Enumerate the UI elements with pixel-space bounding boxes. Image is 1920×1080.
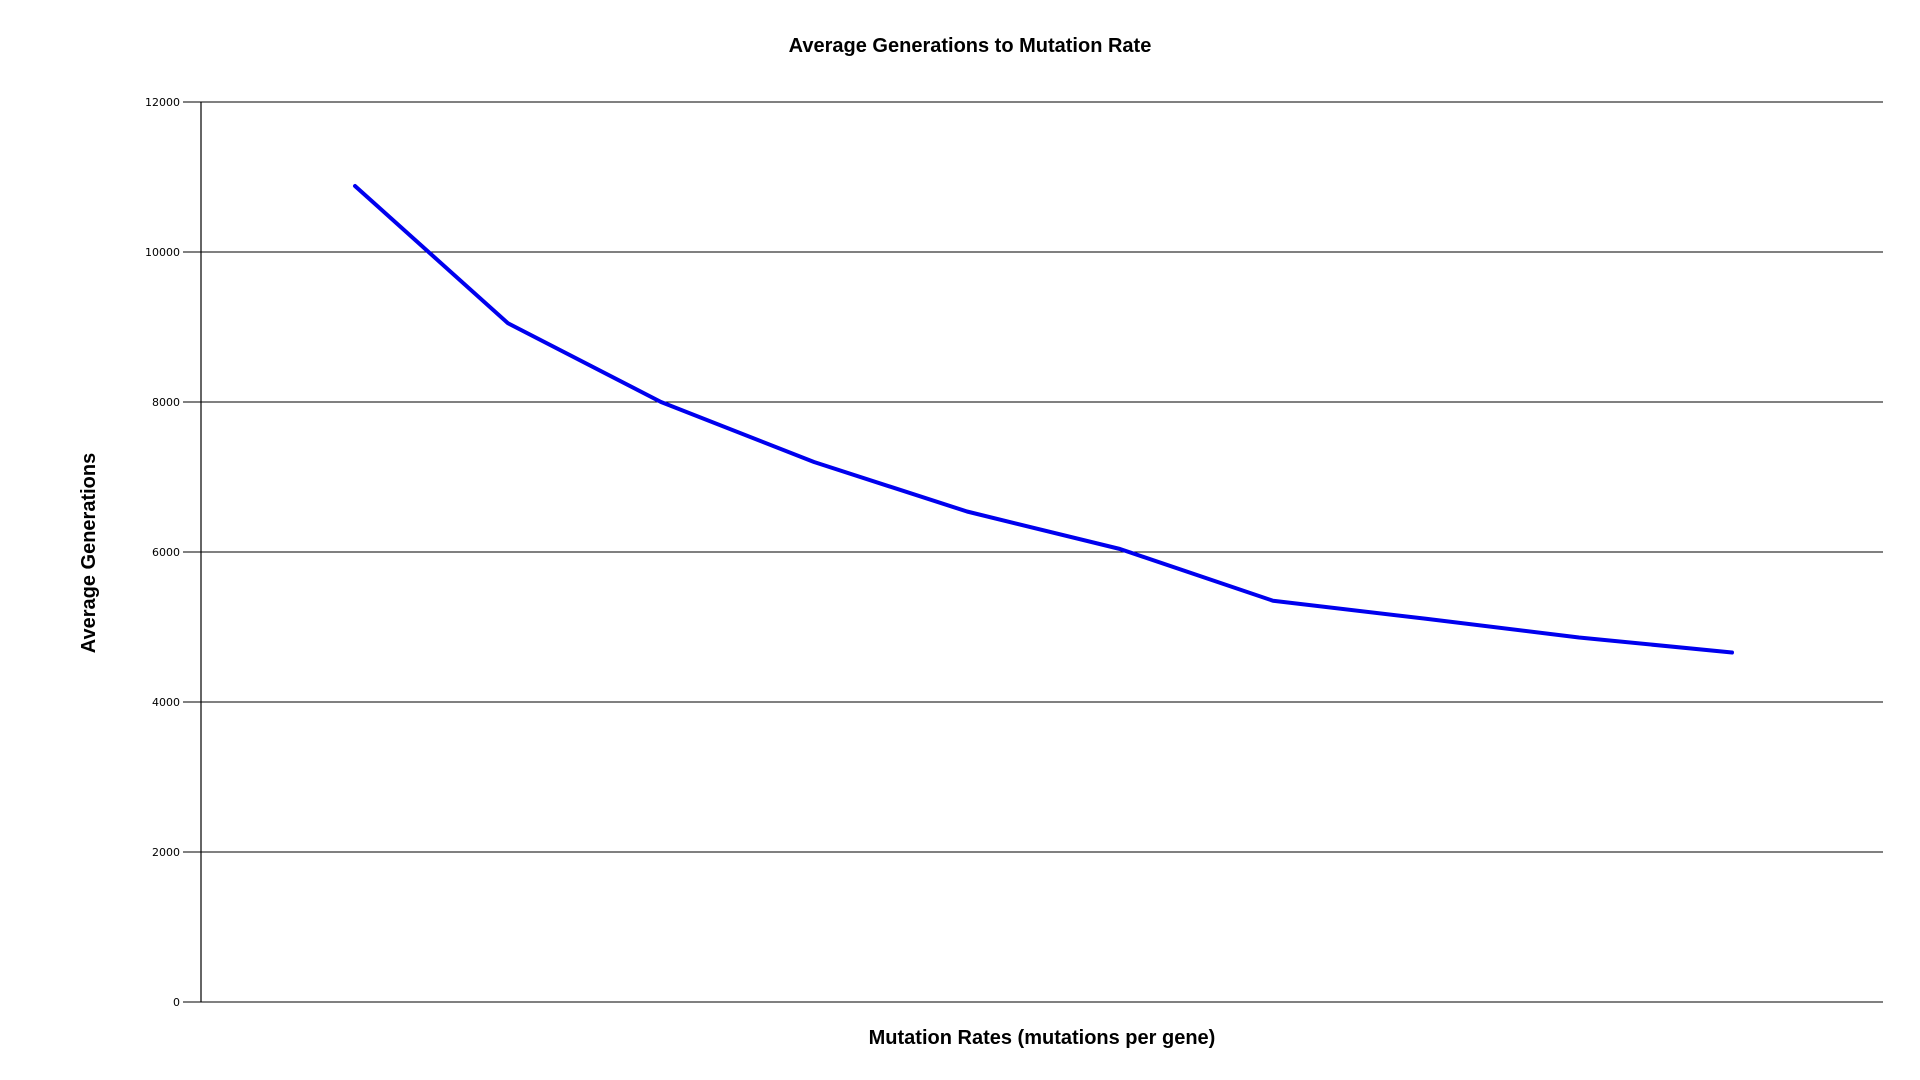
y-tick-label: 8000 bbox=[152, 396, 180, 409]
y-axis-ticks: 0 2000 4000 6000 8000 10000 12000 bbox=[145, 96, 201, 1009]
y-tick-label: 4000 bbox=[152, 696, 180, 709]
y-tick-label: 0 bbox=[173, 996, 180, 1009]
gridlines bbox=[201, 101, 1883, 1003]
x-axis-title: Mutation Rates (mutations per gene) bbox=[869, 1027, 1216, 1049]
series-group bbox=[353, 184, 1734, 655]
y-tick-label: 10000 bbox=[145, 246, 180, 259]
y-tick-label: 12000 bbox=[145, 96, 180, 109]
chart-title: Average Generations to Mutation Rate bbox=[789, 35, 1152, 57]
series-line bbox=[353, 184, 1734, 655]
y-tick-label: 6000 bbox=[152, 546, 180, 559]
y-axis-title: Average Generations bbox=[78, 453, 100, 653]
y-tick-label: 2000 bbox=[152, 846, 180, 859]
